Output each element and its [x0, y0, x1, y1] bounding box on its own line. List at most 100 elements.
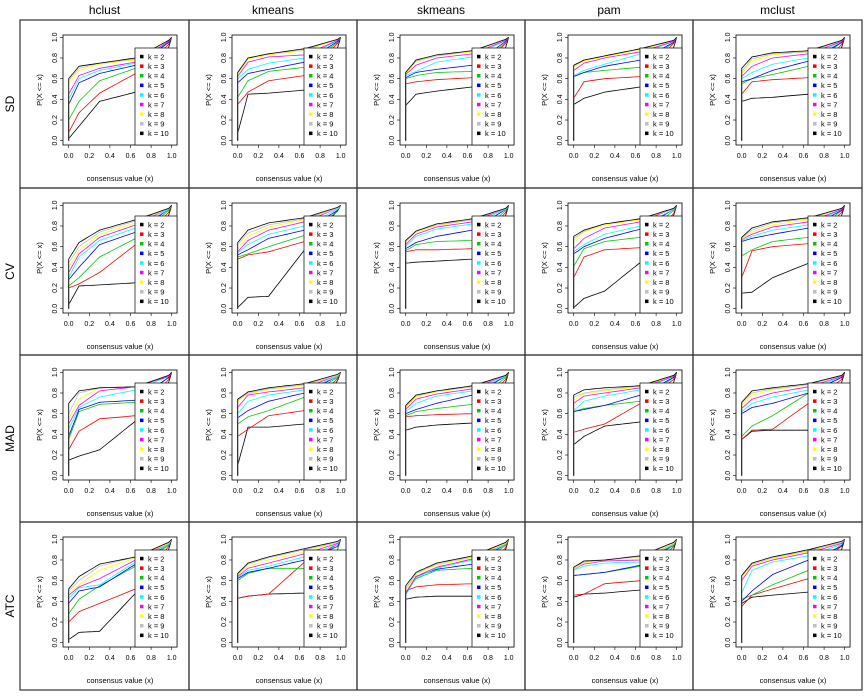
- x-tick-label: 0.2: [757, 321, 767, 328]
- legend: k = 2k = 3k = 4k = 5k = 6k = 7k = 8k = 9…: [639, 215, 683, 314]
- y-tick-label: 0.8: [221, 53, 228, 63]
- x-tick-label: 0.6: [126, 321, 136, 328]
- y-tick-label: 0.4: [52, 262, 59, 272]
- x-axis-label: consensus value (x): [760, 509, 827, 518]
- legend-label: k = 3: [821, 230, 837, 239]
- legend: k = 2k = 3k = 4k = 5k = 6k = 7k = 8k = 9…: [639, 382, 683, 481]
- legend-swatch: [140, 122, 144, 126]
- legend-swatch: [477, 54, 481, 59]
- x-tick-label: 0.2: [589, 153, 599, 160]
- legend-label: k = 9: [485, 455, 501, 464]
- legend-swatch: [140, 633, 144, 638]
- y-tick-label: 0.4: [725, 596, 732, 606]
- ecdf-line-k2: [405, 372, 510, 476]
- x-tick-label: 0.6: [126, 655, 136, 662]
- legend: k = 2k = 3k = 4k = 5k = 6k = 7k = 8k = 9…: [134, 382, 178, 481]
- legend-swatch: [309, 74, 313, 78]
- ecdf-line-k4: [68, 205, 173, 309]
- ecdf-line-k6: [237, 205, 342, 309]
- legend-label: k = 9: [821, 120, 837, 129]
- y-tick-label: 0.0: [221, 304, 228, 314]
- legend-label: k = 8: [148, 445, 164, 454]
- legend-swatch: [140, 614, 144, 618]
- ecdf-panel-cv-skmeans: 0.0 0.2 0.4 0.6 0.8 1.0 0.0 0.2 0.4 0.6 0.8 1.0 cons…: [372, 200, 515, 351]
- ecdf-line-k8: [68, 539, 173, 643]
- ecdf-line-k10: [573, 37, 677, 141]
- legend-label: k = 2: [653, 554, 669, 563]
- legend-label: k = 7: [485, 602, 501, 611]
- legend-swatch: [477, 585, 481, 590]
- x-tick-label: 0.8: [315, 321, 325, 328]
- x-tick-label: 0.4: [610, 655, 620, 662]
- legend-swatch: [140, 54, 144, 59]
- x-tick-label: 0.4: [274, 153, 284, 160]
- legend-swatch: [140, 604, 144, 609]
- ecdf-line-k3: [68, 37, 173, 141]
- x-tick-label: 0.8: [651, 153, 661, 160]
- legend-label: k = 6: [485, 91, 501, 100]
- x-tick-label: 0.6: [126, 153, 136, 160]
- legend-label: k = 10: [148, 631, 169, 640]
- legend-label: k = 9: [485, 120, 501, 129]
- legend-swatch: [813, 74, 817, 78]
- ecdf-line-k2: [68, 205, 173, 309]
- ecdf-panel-atc-skmeans: 0.0 0.2 0.4 0.6 0.8 1.0 0.0 0.2 0.4 0.6 0.8 1.0 cons…: [372, 534, 515, 685]
- ecdf-panel-atc-kmeans: 0.0 0.2 0.4 0.6 0.8 1.0 0.0 0.2 0.4 0.6 0.8 1.0 cons…: [204, 534, 347, 685]
- y-tick-label: 1.0: [389, 32, 396, 42]
- legend-label: k = 3: [653, 397, 669, 406]
- y-tick-label: 0.8: [725, 388, 732, 398]
- ecdf-line-k7: [68, 37, 173, 141]
- y-tick-label: 0.6: [389, 409, 396, 419]
- y-tick-label: 0.4: [389, 262, 396, 272]
- ecdf-line-k5: [68, 372, 173, 476]
- ecdf-panel-sd-kmeans: 0.0 0.2 0.4 0.6 0.8 1.0 0.0 0.2 0.4 0.6 0.8 1.0 cons…: [204, 32, 347, 183]
- legend-swatch: [645, 54, 649, 59]
- legend-swatch: [477, 222, 481, 227]
- x-axis-label: consensus value (x): [592, 509, 659, 518]
- y-axis-label: P(X <= x): [540, 409, 549, 441]
- legend-swatch: [645, 585, 649, 590]
- legend-swatch: [813, 437, 817, 442]
- x-tick-label: 0.0: [569, 321, 579, 328]
- legend-label: k = 5: [148, 249, 164, 258]
- x-tick-label: 0.4: [778, 655, 788, 662]
- legend-swatch: [140, 74, 144, 78]
- legend-label: k = 5: [148, 416, 164, 425]
- x-tick-label: 0.6: [463, 655, 473, 662]
- legend-swatch: [813, 261, 817, 265]
- x-tick-label: 0.6: [799, 488, 809, 495]
- y-tick-label: 0.8: [725, 53, 732, 63]
- legend-label: k = 10: [317, 464, 338, 473]
- legend-label: k = 5: [653, 81, 669, 90]
- legend-label: k = 10: [148, 464, 169, 473]
- legend-swatch: [477, 232, 481, 236]
- x-tick-label: 1.0: [336, 488, 346, 495]
- legend-label: k = 9: [821, 622, 837, 631]
- ecdf-line-k5: [405, 37, 510, 141]
- legend-label: k = 4: [148, 574, 164, 583]
- legend-label: k = 7: [653, 268, 669, 277]
- ecdf-line-k10: [573, 205, 677, 309]
- ecdf-line-k7: [573, 37, 678, 141]
- x-axis-label: consensus value (x): [87, 174, 154, 183]
- ecdf-line-k7: [741, 539, 846, 643]
- y-tick-label: 0.6: [557, 409, 564, 419]
- y-tick-label: 0.8: [389, 221, 396, 231]
- x-tick-label: 0.4: [442, 153, 452, 160]
- y-tick-label: 0.4: [389, 429, 396, 439]
- legend-label: k = 3: [485, 397, 501, 406]
- legend-label: k = 6: [317, 259, 333, 268]
- legend-label: k = 4: [148, 240, 164, 249]
- y-tick-label: 0.4: [52, 94, 59, 104]
- legend-label: k = 9: [821, 288, 837, 297]
- legend-label: k = 5: [148, 583, 164, 592]
- y-tick-label: 0.8: [52, 388, 59, 398]
- legend-label: k = 4: [653, 574, 669, 583]
- ecdf-line-k5: [573, 372, 678, 476]
- ecdf-line-k2: [573, 372, 678, 476]
- x-axis-label: consensus value (x): [760, 342, 827, 351]
- legend-swatch: [645, 251, 649, 256]
- x-tick-label: 1.0: [840, 153, 850, 160]
- x-tick-label: 1.0: [336, 153, 346, 160]
- ecdf-line-k6: [68, 205, 173, 309]
